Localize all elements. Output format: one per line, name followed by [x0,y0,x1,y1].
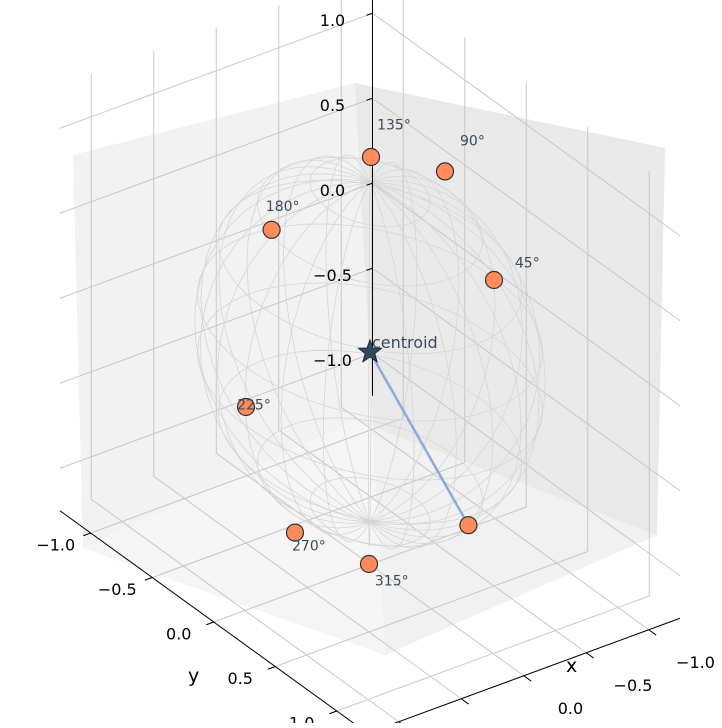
z-tick-label: −1.0 [313,351,352,370]
z-tick-label: −0.5 [313,266,352,285]
y-tick [144,577,153,581]
centroid-arrow [368,351,470,526]
grid-line [153,475,462,700]
x-tick [523,675,532,682]
grid-line [275,551,588,667]
x-tick [648,629,657,636]
x-tick [460,698,469,705]
y-tick-label: 0.0 [166,624,191,643]
data-point [236,397,256,417]
z-tick-label: 0.5 [320,96,345,115]
data-point [459,516,478,535]
point-label: 315° [375,573,409,589]
point-label: 180° [266,199,300,215]
y-axis-label: y [188,665,199,687]
y-tick-label: 1.0 [289,713,314,723]
x-tick [585,652,594,659]
centroid-marker [357,338,383,363]
grid-line [90,498,400,723]
data-point [262,220,281,239]
centroid-label: centroid [372,333,438,352]
point-label: 270° [292,538,326,554]
y-tick-label: −1.0 [36,535,75,554]
grid-line [372,182,681,407]
x-tick-label: −1.0 [676,653,715,672]
point-label: 45° [515,255,540,271]
data-point [285,523,305,542]
y-tick [267,666,276,670]
grid-line [336,595,650,712]
point-label: 135° [377,118,411,134]
sphere-meridian [217,180,523,524]
x-axis-label: x [566,655,577,677]
z-tick [366,12,373,16]
y-tick [83,532,91,537]
point-label: 90° [460,134,485,150]
grid-line [59,12,373,129]
z-tick-label: 1.0 [320,11,345,30]
z-tick [366,97,373,101]
data-point [435,162,455,181]
data-point [484,270,504,290]
z-tick-label: 0.0 [320,181,345,200]
grid-line [59,97,373,214]
y-tick [206,621,214,626]
data-marks: 45° 90° 135° 180° 225° 270° 315° centroid [236,118,540,589]
data-point [359,554,379,574]
z-tick [366,267,373,271]
point-label: 225° [237,398,271,414]
tick-labels: −1.0−1.0−1.0−0.5−0.5−0.50.00.00.00.50.50… [36,11,715,728]
data-point [361,147,381,167]
grid-line [372,97,681,322]
y-tick-label: 0.5 [228,669,253,688]
z-tick [366,182,373,186]
x-tick-label: 0.0 [558,699,583,718]
y-tick [329,710,337,715]
grid-line [372,12,681,237]
x-tick-label: −0.5 [614,676,653,695]
y-tick-label: −0.5 [98,580,137,599]
